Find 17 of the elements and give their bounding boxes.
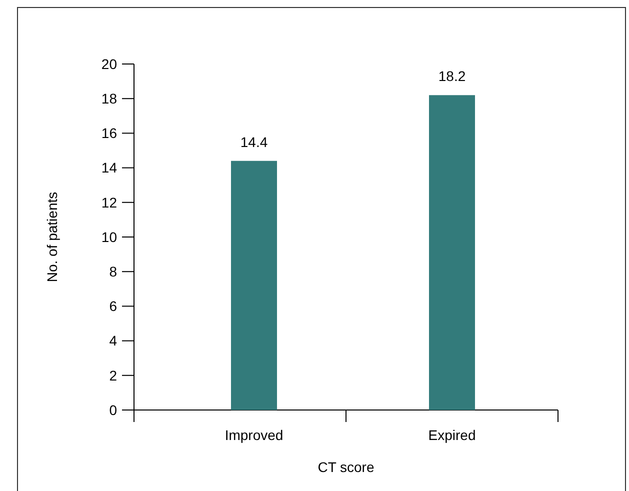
- y-tick-label: 8: [109, 264, 118, 280]
- y-tick-label: 20: [101, 56, 118, 72]
- y-tick-label: 10: [101, 228, 118, 245]
- y-tick-label: 0: [109, 402, 118, 418]
- x-axis-title: CT score: [318, 459, 374, 475]
- x-tick-label: Improved: [224, 427, 284, 443]
- y-tick-label: 18: [101, 90, 118, 106]
- y-tick-label: 6: [109, 298, 118, 314]
- y-tick-label: 16: [101, 125, 118, 142]
- data-label: 14.4: [240, 134, 268, 150]
- y-tick-label: 14: [101, 160, 118, 176]
- y-tick-label: 2: [109, 367, 118, 384]
- y-axis-title: No. of patients: [44, 192, 60, 282]
- y-tick-label: 4: [109, 332, 118, 349]
- y-tick-label: 12: [101, 194, 118, 210]
- x-tick-label: Expired: [428, 427, 476, 443]
- data-label: 18.2: [438, 68, 466, 84]
